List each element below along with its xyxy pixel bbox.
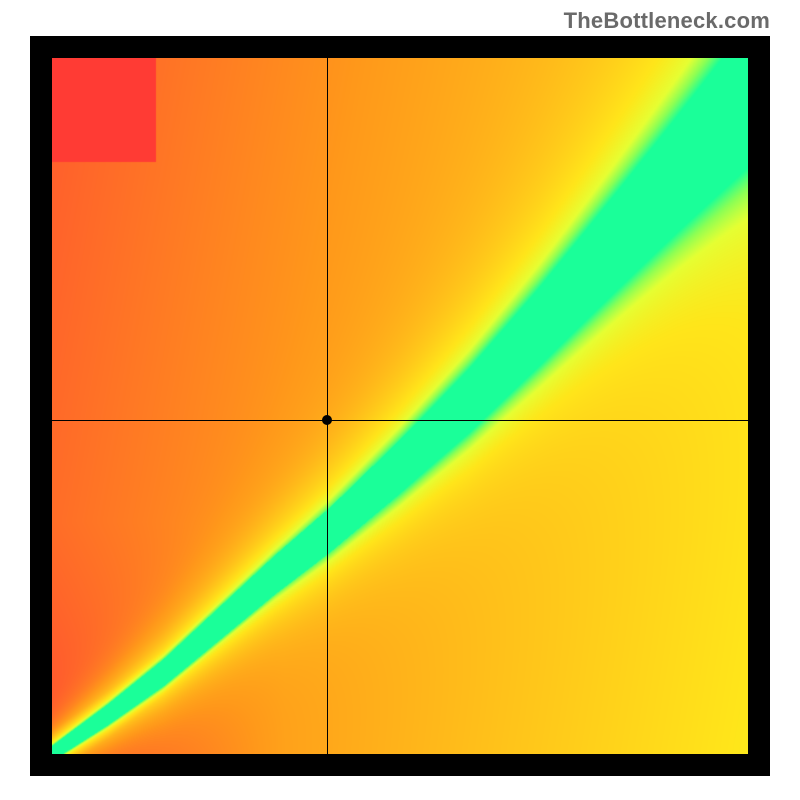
plot-border — [30, 36, 770, 776]
crosshair-vertical — [327, 58, 328, 754]
marker-dot — [322, 415, 332, 425]
plot-area — [52, 58, 748, 754]
stage: TheBottleneck.com — [0, 0, 800, 800]
heatmap-canvas — [52, 58, 748, 754]
attribution-text: TheBottleneck.com — [564, 8, 770, 34]
crosshair-horizontal — [52, 420, 748, 421]
